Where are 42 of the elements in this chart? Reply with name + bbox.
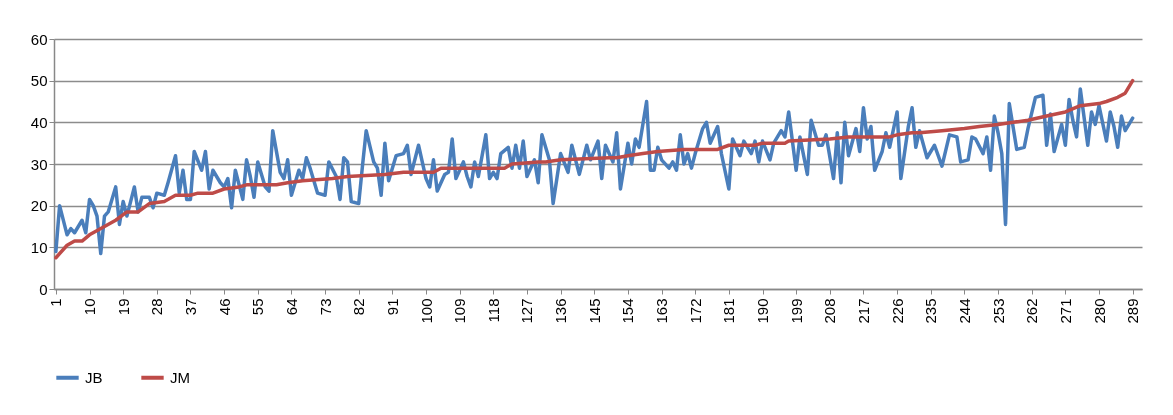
x-tick-label: 73 [316, 298, 334, 316]
x-tick-label: 271 [1056, 298, 1074, 324]
x-tick-label: 55 [249, 298, 267, 316]
x-tick-label: 289 [1124, 298, 1142, 324]
x-tick-label: 208 [821, 298, 839, 324]
x-tick-label: 163 [653, 298, 671, 324]
x-tick-label: 235 [922, 298, 940, 324]
x-tick-label: 100 [417, 298, 435, 324]
x-tick-label: 172 [686, 298, 704, 324]
x-tick-label: 226 [888, 298, 906, 324]
x-tick-label: 217 [854, 298, 872, 324]
x-tick-label: 145 [585, 298, 603, 324]
y-tick-label: 40 [30, 113, 48, 131]
legend-label: JB [85, 368, 103, 386]
x-tick-label: 19 [114, 298, 132, 316]
x-tick-label: 190 [754, 298, 772, 324]
y-tick-label: 20 [30, 197, 48, 215]
x-tick-label: 118 [484, 298, 502, 323]
x-tick-label: 253 [989, 298, 1007, 324]
x-tick-label: 109 [451, 298, 469, 324]
y-tick-label: 30 [30, 155, 48, 173]
x-tick-label: 127 [518, 298, 536, 324]
x-tick-label: 82 [350, 298, 368, 316]
x-tick-label: 244 [955, 298, 973, 324]
x-tick-label: 262 [1023, 298, 1041, 324]
x-tick-label: 199 [787, 298, 805, 324]
x-tick-label: 37 [181, 298, 199, 316]
y-tick-label: 0 [39, 280, 48, 298]
x-tick-label: 1 [47, 298, 65, 307]
x-tick-label: 64 [282, 298, 300, 316]
x-tick-label: 280 [1090, 298, 1108, 324]
y-tick-label: 50 [30, 72, 48, 90]
legend-label: JM [170, 368, 190, 386]
x-tick-label: 136 [552, 298, 570, 324]
x-tick-label: 10 [81, 298, 99, 316]
y-tick-label: 10 [30, 238, 48, 256]
x-tick-label: 154 [619, 298, 637, 324]
x-tick-label: 181 [720, 298, 738, 324]
x-tick-label: 46 [215, 298, 233, 316]
x-tick-label: 91 [383, 298, 401, 316]
y-tick-label: 60 [30, 30, 48, 48]
x-tick-label: 28 [148, 298, 166, 316]
